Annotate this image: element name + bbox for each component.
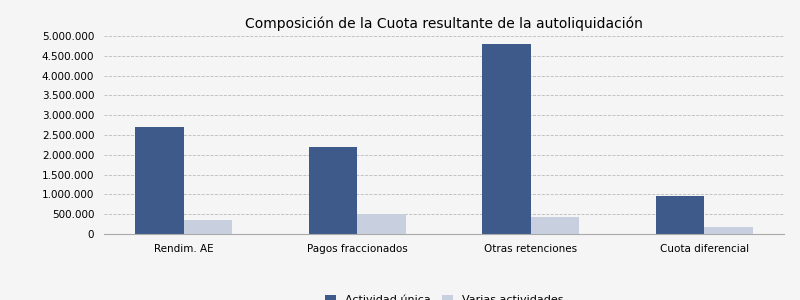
- Bar: [705, 227, 753, 234]
- Bar: [309, 147, 357, 234]
- Bar: [357, 214, 406, 234]
- Title: Composición de la Cuota resultante de la autoliquidación: Composición de la Cuota resultante de la…: [245, 16, 643, 31]
- Bar: [482, 44, 531, 234]
- Bar: [656, 196, 705, 234]
- Bar: [135, 127, 183, 234]
- Legend: Actividad única, Varias actividades: Actividad única, Varias actividades: [325, 295, 563, 300]
- Bar: [183, 220, 232, 234]
- Bar: [531, 217, 579, 234]
